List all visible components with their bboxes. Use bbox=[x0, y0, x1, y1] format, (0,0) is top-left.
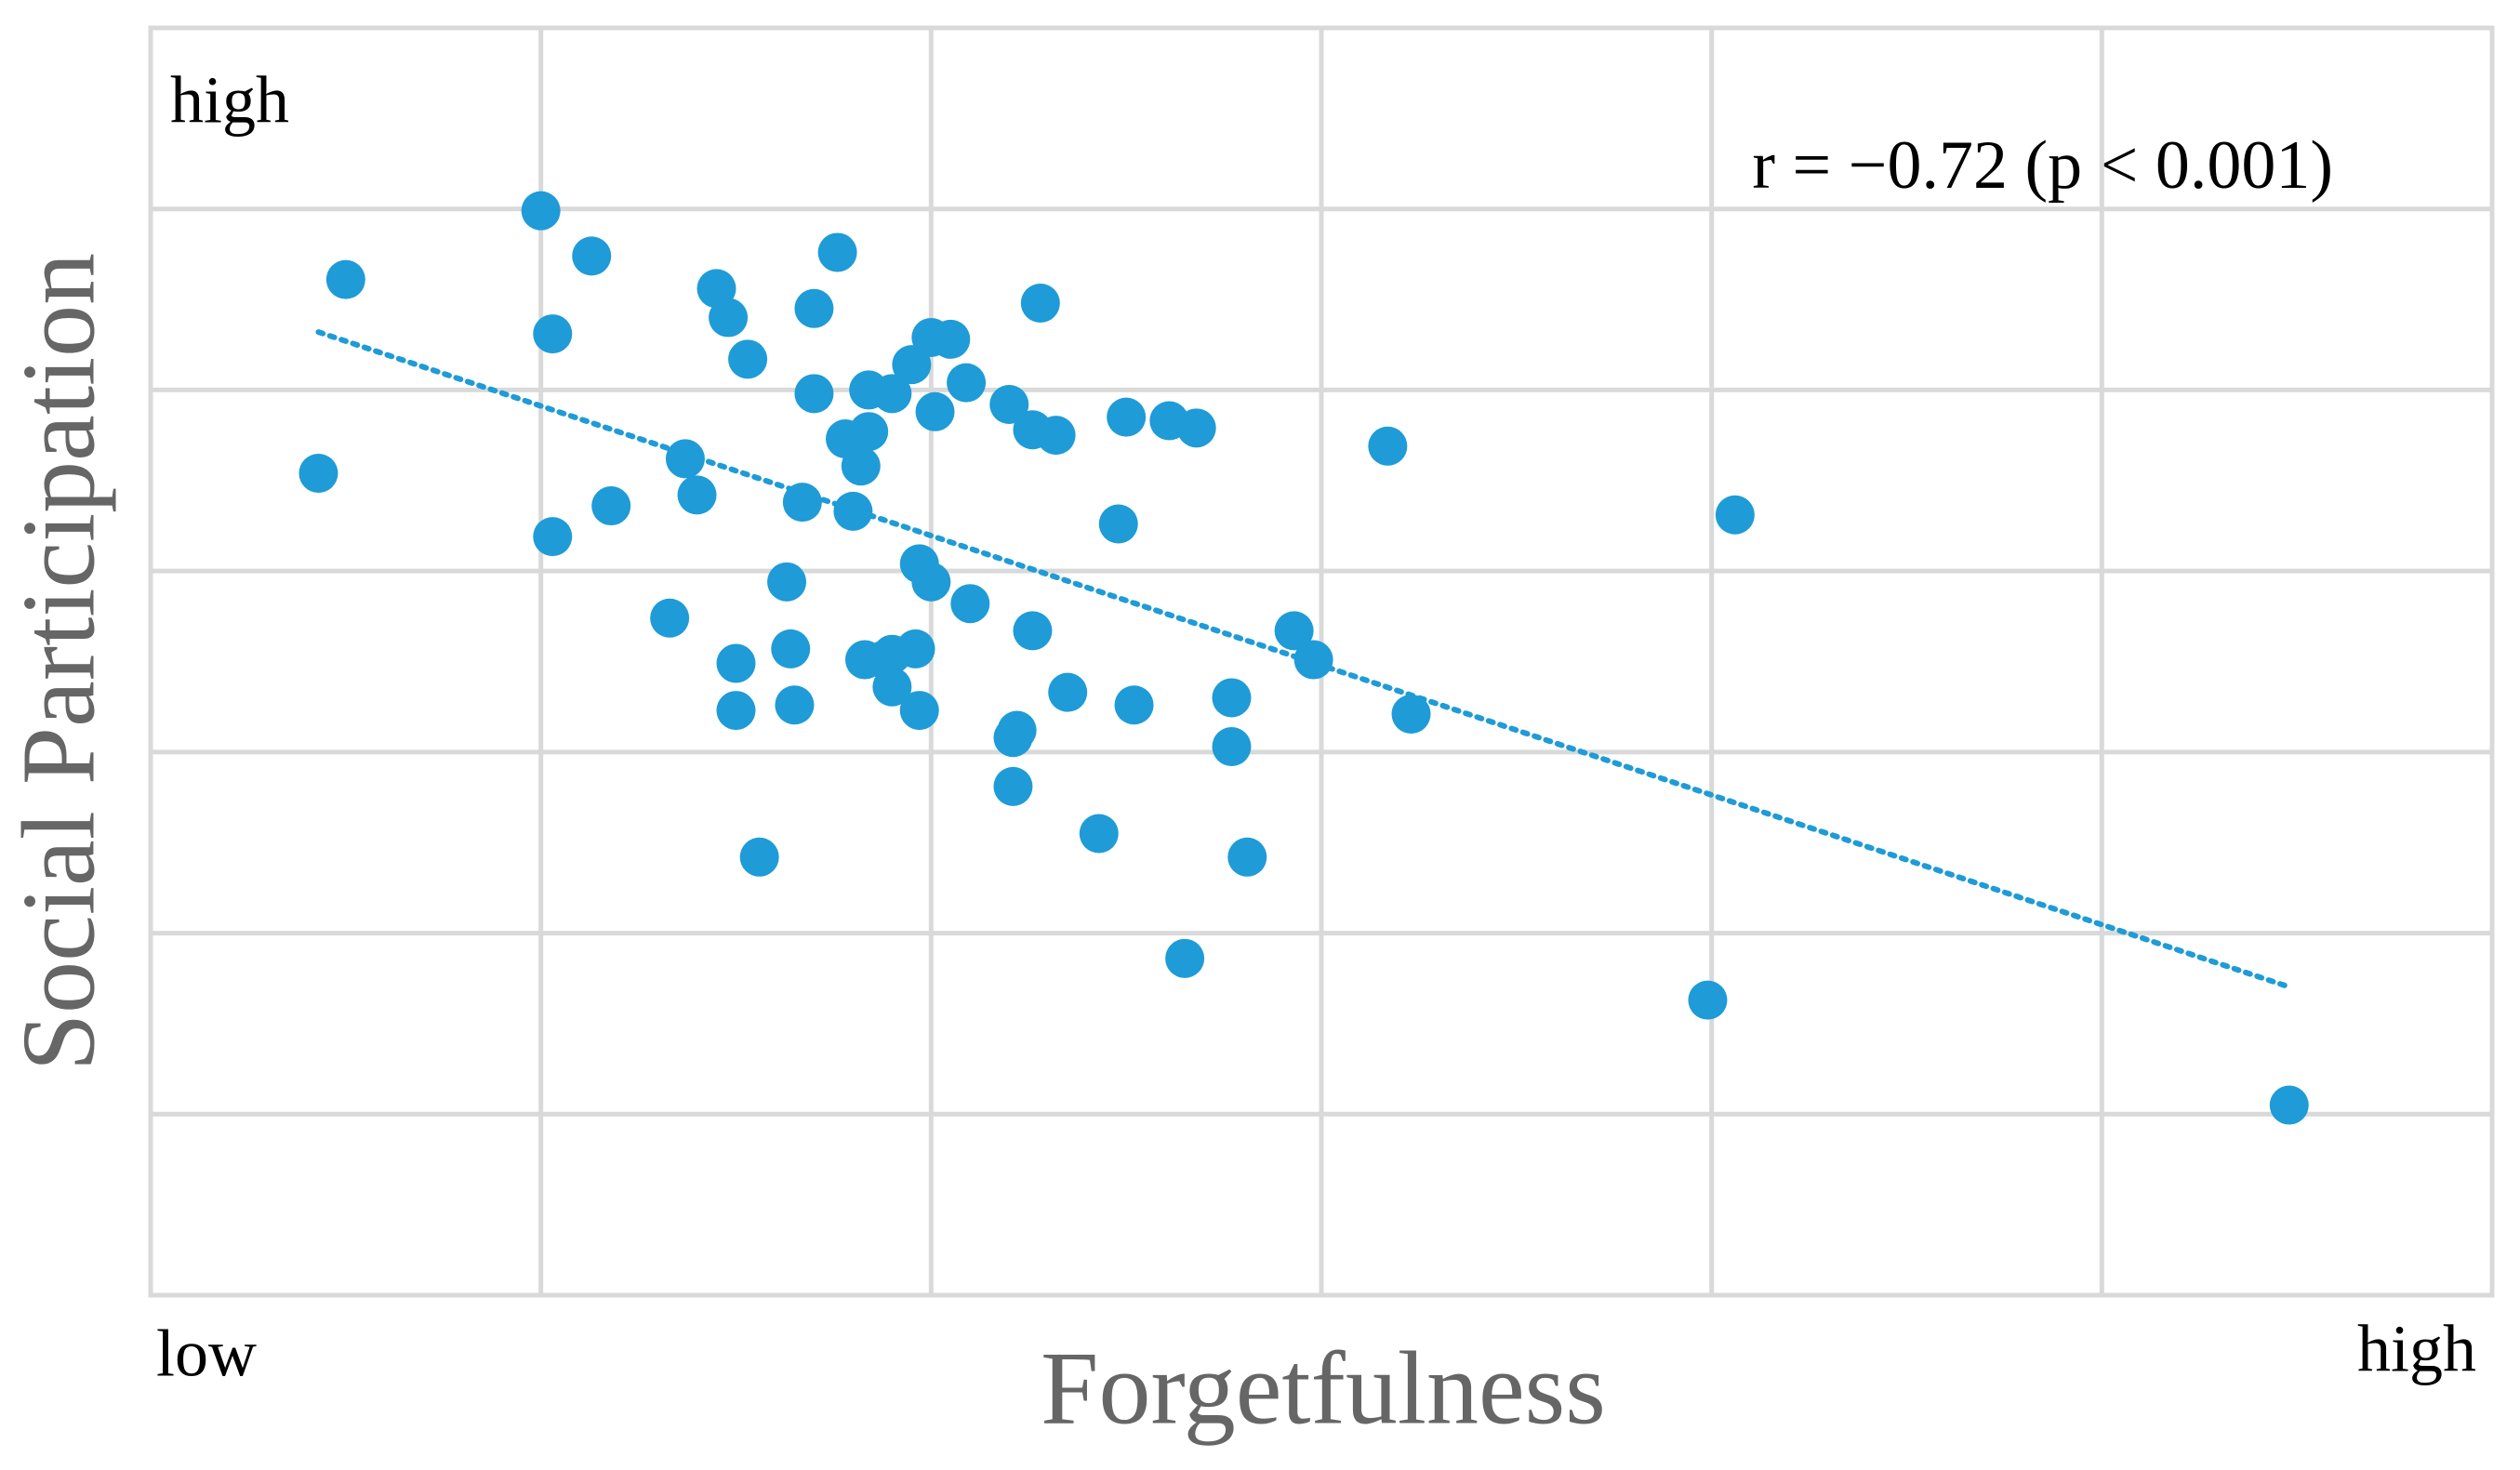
point bbox=[1107, 397, 1147, 437]
point bbox=[325, 259, 365, 299]
point bbox=[841, 446, 881, 486]
point bbox=[1098, 504, 1138, 544]
point bbox=[794, 288, 834, 328]
point bbox=[728, 339, 768, 379]
point bbox=[665, 439, 705, 479]
point bbox=[2269, 1085, 2309, 1125]
point bbox=[1020, 283, 1060, 323]
point bbox=[1079, 814, 1119, 854]
grid bbox=[151, 28, 2492, 1295]
point bbox=[1274, 611, 1314, 651]
point bbox=[915, 391, 955, 431]
point bbox=[521, 191, 561, 231]
point bbox=[771, 629, 811, 669]
point bbox=[716, 643, 756, 683]
point bbox=[1048, 672, 1088, 712]
point bbox=[677, 475, 717, 515]
y-high-label: high bbox=[170, 63, 289, 138]
x-high-label: high bbox=[2357, 1312, 2476, 1386]
point bbox=[817, 232, 857, 272]
x-low-label: low bbox=[156, 1317, 257, 1391]
point bbox=[1293, 640, 1333, 680]
point bbox=[572, 236, 612, 276]
point bbox=[298, 453, 338, 493]
point bbox=[1715, 495, 1755, 535]
point bbox=[1391, 694, 1431, 734]
point bbox=[1227, 837, 1267, 877]
point bbox=[950, 584, 990, 624]
point bbox=[989, 385, 1029, 425]
point bbox=[775, 685, 815, 725]
point bbox=[849, 412, 889, 452]
point bbox=[993, 766, 1033, 806]
point bbox=[650, 598, 690, 638]
y-axis-title: Social Participation bbox=[2, 253, 117, 1071]
point bbox=[716, 691, 756, 731]
point bbox=[892, 345, 932, 385]
point bbox=[833, 491, 873, 531]
point bbox=[767, 562, 807, 602]
point bbox=[911, 562, 951, 602]
point bbox=[1013, 611, 1053, 651]
point bbox=[709, 298, 749, 338]
point bbox=[739, 837, 779, 877]
point bbox=[1212, 678, 1252, 718]
point bbox=[794, 374, 834, 414]
point bbox=[1688, 980, 1728, 1020]
annotation: r = −0.72 (p < 0.001) bbox=[1752, 127, 2333, 204]
point bbox=[591, 486, 631, 526]
point bbox=[899, 691, 939, 731]
point bbox=[782, 483, 822, 523]
point bbox=[1176, 408, 1216, 448]
point bbox=[1165, 938, 1205, 978]
point bbox=[997, 710, 1037, 750]
point bbox=[1212, 727, 1252, 767]
point bbox=[947, 363, 987, 403]
point bbox=[931, 319, 971, 359]
point bbox=[895, 629, 935, 669]
marks bbox=[298, 191, 2309, 1125]
x-axis-title: Forgetfulness bbox=[1041, 1331, 1606, 1447]
point bbox=[1368, 426, 1408, 466]
point bbox=[533, 517, 573, 557]
point bbox=[1114, 685, 1154, 725]
point bbox=[1036, 416, 1076, 456]
point bbox=[533, 314, 573, 354]
point bbox=[872, 667, 912, 707]
trend-line bbox=[315, 329, 2288, 989]
point bbox=[872, 374, 912, 414]
